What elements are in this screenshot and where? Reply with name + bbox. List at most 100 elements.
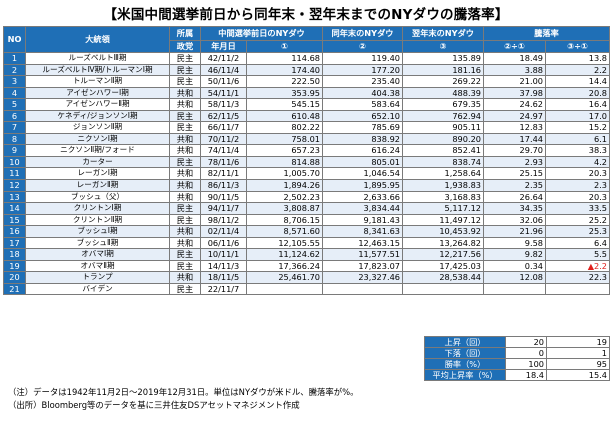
dow-prevday-cell: 610.48	[246, 109, 323, 123]
dow-prevday-cell: 545.15	[246, 98, 323, 111]
row-number-cell: 7	[3, 121, 26, 134]
header-yearend: 同年末のNYダウ	[322, 26, 403, 41]
party-cell: 共和	[169, 236, 201, 250]
election-prev-date-cell: 98/11/2	[200, 213, 247, 227]
header-yearend-sub: ②	[322, 40, 403, 53]
dow-prevday-cell	[246, 282, 323, 296]
dow-nextyearend-cell: 1,258.64	[402, 167, 484, 180]
election-prev-date-cell: 10/11/1	[200, 248, 247, 261]
party-cell: 共和	[169, 225, 201, 238]
party-cell: 共和	[169, 190, 201, 204]
dow-yearend-cell: 9,181.43	[322, 213, 403, 227]
change-nextyearend-cell: 17.0	[544, 109, 611, 123]
change-nextyearend-cell	[544, 282, 611, 296]
dow-prevday-cell: 12,105.55	[246, 236, 323, 250]
dow-nextyearend-cell: 5,117.12	[402, 202, 484, 215]
election-prev-date-cell: 46/11/4	[200, 63, 247, 77]
dow-yearend-cell: 11,577.51	[322, 248, 403, 261]
election-prev-date-cell: 78/11/6	[200, 155, 247, 169]
change-nextyearend-cell: 15.2	[544, 121, 611, 134]
party-cell: 民主	[169, 213, 201, 227]
change-nextyearend-cell: 2.2	[544, 63, 611, 77]
table-row: 7 ジョンソンⅡ期 民主 66/11/7 802.22 785.69 905.11 12.83…	[3, 121, 611, 134]
dow-nextyearend-cell	[402, 282, 484, 296]
dow-nextyearend-cell: 762.94	[402, 109, 484, 123]
dow-prevday-cell: 353.95	[246, 86, 323, 100]
dow-prevday-cell: 814.88	[246, 155, 323, 169]
party-cell: 民主	[169, 155, 201, 169]
dow-yearend-cell: 785.69	[322, 121, 403, 134]
change-nextyearend-cell: 20.8	[544, 86, 611, 100]
change-nextyearend-cell: 38.3	[544, 144, 611, 157]
dow-prevday-cell: 1,005.70	[246, 167, 323, 180]
change-nextyearend-cell: 25.3	[544, 225, 611, 238]
president-name-cell: アイゼンハワーⅡ期	[25, 98, 170, 111]
table-row: 16 ブッシュⅠ期 共和 02/11/4 8,571.60 8,341.63 10,453.…	[3, 225, 611, 238]
party-cell: 共和	[169, 144, 201, 157]
summary-body: 上昇（回） 20 19 下落（回） 0 1 勝率（%） 100 95 平均上昇率（%） 18.4 15…	[424, 336, 610, 381]
dow-yearend-cell: 1,046.54	[322, 167, 403, 180]
change-yearend-cell: 18.49	[483, 52, 546, 65]
party-cell: 民主	[169, 282, 201, 296]
dow-nextyearend-cell: 11,497.12	[402, 213, 484, 227]
dow-prevday-cell: 3,808.87	[246, 202, 323, 215]
dow-prevday-cell: 25,461.70	[246, 271, 323, 284]
change-nextyearend-cell: 22.3	[544, 271, 611, 284]
header-party-line2: 政党	[169, 40, 201, 53]
header-no: NO	[3, 26, 26, 53]
president-name-cell: トルーマンⅡ期	[25, 75, 170, 88]
change-yearend-cell: 0.34	[483, 259, 546, 273]
row-number-cell: 18	[3, 248, 26, 261]
dow-prevday-cell: 174.40	[246, 63, 323, 77]
table-row: 5 アイゼンハワーⅡ期 共和 58/11/3 545.15 583.64 679.35 24.…	[3, 98, 611, 111]
change-yearend-cell: 3.88	[483, 63, 546, 77]
party-cell: 民主	[169, 75, 201, 88]
table-row: 9 ニクソンⅡ期/フォード 共和 74/11/4 657.23 616.24 852.41 2…	[3, 144, 611, 157]
row-number-cell: 17	[3, 236, 26, 250]
dow-nextyearend-cell: 10,453.92	[402, 225, 484, 238]
table-row: 18 オバマⅠ期 民主 10/11/1 11,124.62 11,577.51 12,217…	[3, 248, 611, 261]
president-name-cell: ブッシュ（父）	[25, 190, 170, 204]
summary-nextyearend-value: 95	[546, 358, 610, 370]
election-prev-date-cell: 70/11/2	[200, 132, 247, 146]
party-cell: 共和	[169, 98, 201, 111]
header-nextyearend-sub: ③	[402, 40, 484, 53]
summary-label: 下落（回）	[424, 347, 506, 359]
dow-prevday-cell: 17,366.24	[246, 259, 323, 273]
change-yearend-cell: 34.35	[483, 202, 546, 215]
dow-prevday-cell: 222.50	[246, 75, 323, 88]
election-prev-date-cell: 06/11/6	[200, 236, 247, 250]
dow-yearend-cell: 8,341.63	[322, 225, 403, 238]
election-prev-date-cell: 14/11/3	[200, 259, 247, 273]
election-prev-date-cell: 22/11/7	[200, 282, 247, 296]
change-nextyearend-cell: 33.5	[544, 202, 611, 215]
row-number-cell: 5	[3, 98, 26, 111]
president-name-cell: レーガンⅡ期	[25, 179, 170, 192]
table-body: 1 ルーズベルトⅢ期 民主 42/11/2 114.68 119.40 135.89 18.4…	[3, 52, 611, 296]
president-name-cell: ルーズベルトⅣ期/トルーマンⅠ期	[25, 63, 170, 77]
change-yearend-cell: 17.44	[483, 132, 546, 146]
change-yearend-cell: 2.35	[483, 179, 546, 192]
change-yearend-cell: 21.00	[483, 75, 546, 88]
dow-nextyearend-cell: 679.35	[402, 98, 484, 111]
dow-nextyearend-cell: 838.74	[402, 155, 484, 169]
president-name-cell: ルーズベルトⅢ期	[25, 52, 170, 65]
dow-yearend-cell	[322, 282, 403, 296]
row-number-cell: 21	[3, 282, 26, 296]
dow-nextyearend-cell: 28,538.44	[402, 271, 484, 284]
dow-yearend-cell: 583.64	[322, 98, 403, 111]
page-title: 【米国中間選挙前日から同年末・翌年末までのNYダウの騰落率】	[103, 7, 509, 23]
party-cell: 民主	[169, 121, 201, 134]
summary-row: 上昇（回） 20 19	[424, 336, 610, 348]
president-name-cell: オバマⅠ期	[25, 248, 170, 261]
change-nextyearend-cell: 2.3	[544, 179, 611, 192]
change-nextyearend-cell: 4.2	[544, 155, 611, 169]
dow-nextyearend-cell: 905.11	[402, 121, 484, 134]
dow-yearend-cell: 235.40	[322, 75, 403, 88]
president-name-cell: アイゼンハワーⅠ期	[25, 86, 170, 100]
dow-yearend-cell: 838.92	[322, 132, 403, 146]
table-header: NO 大統領 所属 中間選挙前日のNYダウ 同年末のNYダウ 翌年末のNYダウ …	[3, 26, 611, 53]
header-change: 騰落率	[482, 26, 611, 41]
dow-nextyearend-cell: 1,938.83	[402, 179, 484, 192]
table-row: 19 オバマⅡ期 民主 14/11/3 17,366.24 17,823.07 17,425…	[3, 259, 611, 273]
